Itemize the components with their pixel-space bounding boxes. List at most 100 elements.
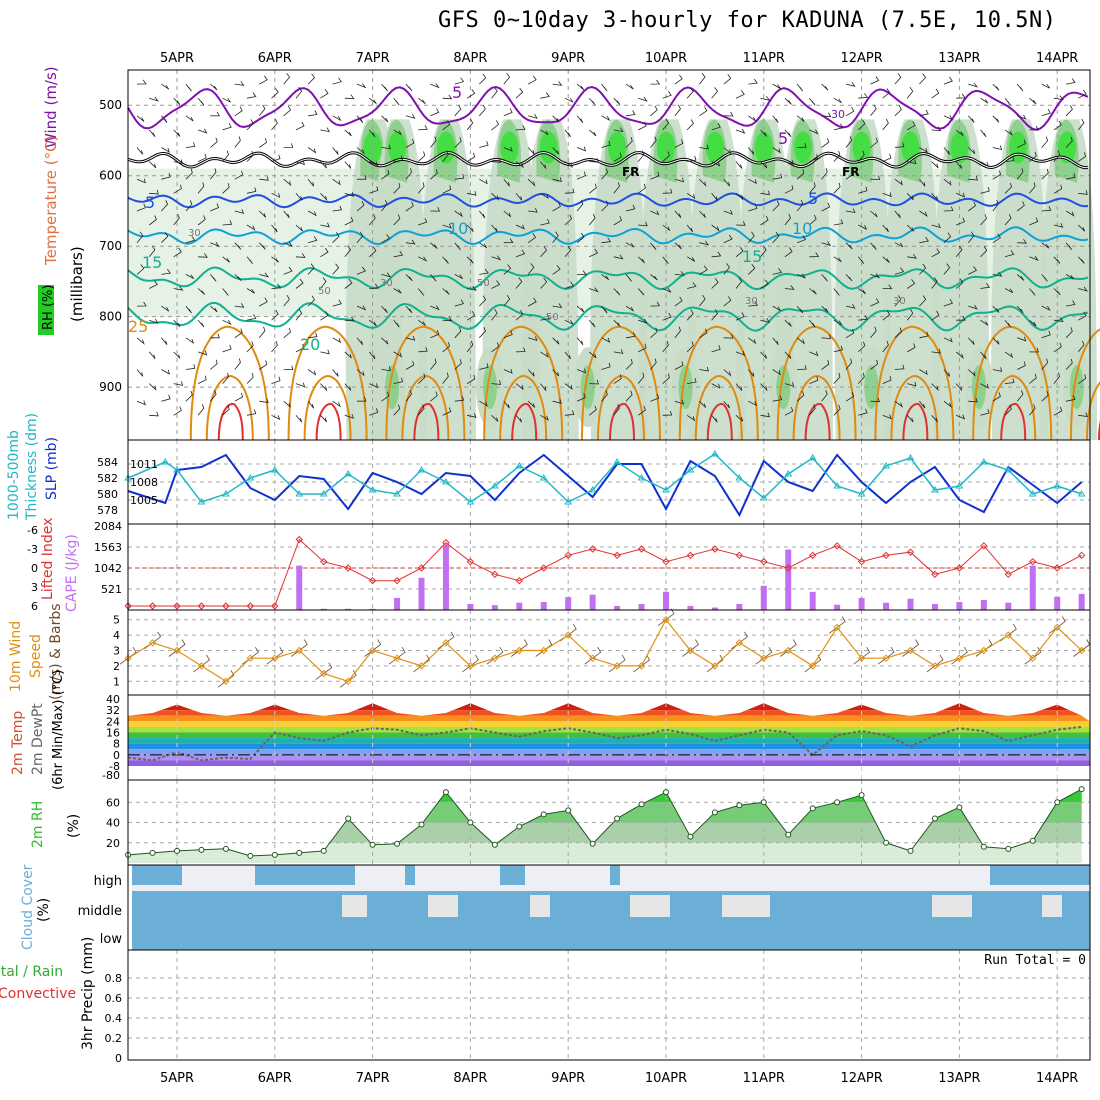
lifted-index-marker	[1029, 557, 1037, 566]
label-barbs: (m/s) & Barbs	[48, 603, 64, 700]
wind-barb	[797, 365, 807, 370]
cape-bar	[394, 597, 401, 610]
wind-barb-10m	[828, 616, 846, 634]
wind-barb	[992, 271, 1003, 277]
wind-barb	[307, 178, 315, 187]
wind-barb	[222, 256, 231, 263]
wind-barb	[1017, 361, 1026, 370]
wind-barb	[442, 316, 453, 322]
rh-marker	[1005, 845, 1012, 852]
wind-barb	[589, 129, 597, 137]
wind-barb	[870, 175, 881, 180]
wind-barb	[1065, 210, 1075, 217]
isotherm-30-loop	[499, 375, 548, 441]
wind-barb	[613, 127, 624, 133]
cape-bar	[834, 604, 841, 610]
wind-barb	[809, 351, 819, 357]
wind-barb	[735, 221, 746, 226]
wind-barb	[210, 83, 218, 91]
wind-speed-marker	[515, 646, 524, 655]
wind-barb	[491, 193, 499, 201]
date-label-bottom: 12APR	[840, 1071, 882, 1086]
wind-barb	[711, 87, 719, 99]
wind-barb	[271, 414, 281, 421]
wind-barb	[858, 314, 868, 321]
isotherm-30-loop	[1085, 381, 1100, 441]
wind-barb	[1017, 336, 1027, 342]
label-2m-rh: 2m RH	[30, 801, 46, 848]
lifted-index-marker	[955, 564, 964, 572]
date-label-bottom: 5APR	[160, 1071, 194, 1086]
wind-barb	[748, 300, 758, 307]
wind-barb	[344, 351, 352, 359]
lifted-index-marker	[906, 548, 915, 556]
lifted-index-marker	[735, 551, 744, 560]
wind-barb	[748, 115, 756, 122]
wind-barb	[209, 168, 217, 180]
wind-barb	[931, 310, 940, 321]
wind-barb	[405, 201, 414, 212]
wind-barb	[870, 397, 881, 403]
date-label-bottom: 11APR	[743, 1071, 785, 1086]
wind-barb	[699, 294, 706, 307]
wind-barb	[1065, 136, 1073, 148]
wind-barb	[161, 394, 171, 402]
wind-barb	[906, 193, 914, 201]
wind-barb	[931, 415, 938, 423]
wind-barb	[821, 305, 829, 313]
wind-barb	[833, 123, 844, 131]
wind-barb	[760, 351, 767, 359]
wind-barb	[527, 369, 535, 377]
cape-bar	[296, 565, 303, 610]
wind-barb	[576, 146, 587, 152]
wind-barb	[686, 119, 694, 131]
wind-barb	[149, 189, 159, 195]
temp-band	[128, 738, 1090, 744]
wind-barb	[821, 334, 832, 340]
wind-barb	[246, 409, 257, 416]
wind-barb	[209, 390, 217, 402]
wind-barb	[356, 396, 367, 402]
wind-barb	[405, 239, 416, 245]
wind-barb	[320, 127, 330, 133]
wind-barb	[344, 316, 355, 322]
wind-barb	[870, 210, 878, 218]
date-label-bottom: 6APR	[258, 1071, 292, 1086]
wind-barb	[955, 351, 964, 359]
wind-barb	[686, 341, 694, 353]
label-millibars: (millibars)	[68, 246, 86, 322]
wind-barb	[980, 97, 989, 104]
wind-barb	[821, 138, 830, 148]
wind-barb	[295, 121, 305, 131]
wind-barb	[417, 319, 426, 326]
wind-barb-10m	[951, 646, 968, 665]
wind-barb	[271, 283, 282, 289]
precip-tick: 0.2	[105, 1032, 123, 1045]
wind-barb	[503, 294, 511, 307]
wind-barb	[148, 161, 157, 169]
wind-barb	[919, 147, 928, 153]
wind-barb	[454, 396, 465, 402]
wind-barb	[527, 178, 536, 187]
cape-bar	[467, 603, 474, 610]
wind-speed-marker	[1004, 631, 1013, 639]
wind-barb	[417, 373, 426, 384]
wind-barb	[503, 330, 513, 339]
wind-barb	[442, 342, 451, 353]
wind-barb	[515, 383, 524, 391]
isotherm-25-loop	[1069, 328, 1100, 441]
lifted-index-marker	[173, 602, 181, 610]
wind-barb	[613, 152, 622, 162]
wind-barb	[625, 390, 633, 402]
rh-marker	[785, 831, 792, 838]
wind-speed-marker	[735, 639, 744, 647]
wind-speed-marker	[906, 646, 915, 655]
wind-barb	[577, 270, 587, 276]
wind-barb	[454, 104, 462, 117]
slp-tick: 1005	[130, 494, 158, 507]
wind-barb	[173, 159, 184, 165]
freezing-level-inner	[127, 151, 1088, 169]
wind-barb	[515, 309, 524, 321]
wind-barb	[430, 274, 437, 282]
cape-bar	[760, 585, 767, 610]
